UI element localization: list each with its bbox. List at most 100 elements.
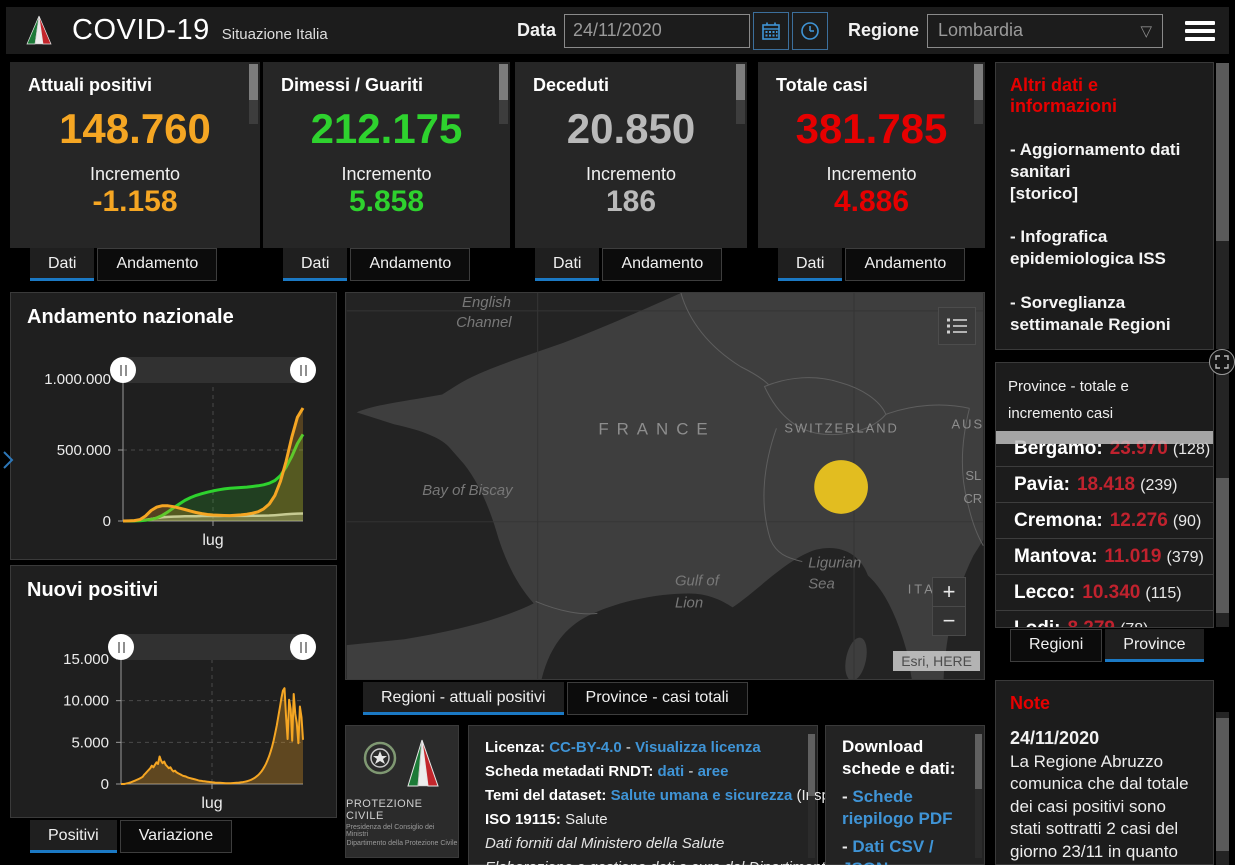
province-total: 10.340 bbox=[1082, 582, 1141, 603]
time-range-slider[interactable] bbox=[110, 357, 316, 383]
expand-button[interactable] bbox=[1209, 349, 1235, 375]
map-attribution: Esri, HERE bbox=[893, 651, 980, 671]
footer-logo-title: PROTEZIONE CIVILE bbox=[346, 798, 423, 822]
province-row[interactable]: Mantova: 11.019 (379) bbox=[996, 539, 1213, 575]
map-zoom-controls: + − bbox=[932, 577, 966, 636]
zoom-in-button[interactable]: + bbox=[933, 578, 965, 607]
province-total: 8.279 bbox=[1067, 611, 1115, 627]
stat-card-attuali-positivi: Attuali positivi 148.760 Incremento -1.1… bbox=[10, 62, 260, 248]
map-panel[interactable]: English Channel FRANCE SWITZERLAND AUS SL CR IT… bbox=[345, 292, 985, 681]
card-scrollbar[interactable] bbox=[736, 64, 745, 124]
note-title: Note bbox=[1010, 693, 1050, 713]
scrollbar-track[interactable] bbox=[975, 734, 982, 858]
time-button[interactable] bbox=[791, 11, 828, 50]
note-panel: Note 24/11/2020 La Regione Abruzzo comun… bbox=[995, 680, 1214, 865]
expand-left-panel-chevron-icon[interactable] bbox=[2, 450, 14, 470]
card-value: 20.850 bbox=[566, 105, 696, 152]
date-input[interactable] bbox=[563, 13, 750, 48]
map-label: Sea bbox=[808, 575, 835, 592]
province-row[interactable]: Lecco: 10.340 (115) bbox=[996, 575, 1213, 611]
tab-dati[interactable]: Dati bbox=[283, 248, 348, 281]
tab-andamento[interactable]: Andamento bbox=[97, 248, 218, 281]
slider-handle-left[interactable] bbox=[110, 357, 136, 383]
svg-text:10.000: 10.000 bbox=[63, 693, 109, 710]
tab-regioni-attuali-positivi[interactable]: Regioni - attuali positivi bbox=[363, 682, 564, 715]
province-panel: Province - totale e incremento casi Berg… bbox=[995, 362, 1214, 628]
tab-andamento[interactable]: Andamento bbox=[350, 248, 471, 281]
altri-dati-link[interactable]: - Infografica epidemiologica ISS bbox=[1010, 227, 1166, 268]
slider-handle-right[interactable] bbox=[290, 634, 316, 660]
download-title: Download schede e dati: bbox=[842, 737, 956, 779]
map-label: SL bbox=[965, 468, 981, 483]
altri-dati-link[interactable]: - Sorveglianza settimanale Regioni bbox=[1010, 292, 1171, 334]
chevron-down-icon: ▽ bbox=[1140, 22, 1152, 40]
scrollbar-thumb[interactable] bbox=[1216, 478, 1229, 613]
time-range-slider[interactable] bbox=[108, 634, 316, 660]
province-row[interactable]: Bergamo: 23.970 (128) bbox=[996, 431, 1213, 467]
tab-positivi[interactable]: Positivi bbox=[30, 820, 117, 853]
scrollbar-track[interactable] bbox=[808, 734, 815, 858]
nuovi-positivi-panel: Nuovi positivi 0 5.000 10.000 15.000 lug bbox=[10, 565, 337, 818]
map-label: FRANCE bbox=[598, 419, 715, 438]
menu-button[interactable] bbox=[1185, 17, 1215, 45]
footer-link[interactable]: Salute umana e sicurezza bbox=[610, 787, 793, 804]
clock-icon bbox=[801, 21, 819, 40]
tab-andamento[interactable]: Andamento bbox=[602, 248, 723, 281]
footer-link[interactable]: dati bbox=[657, 763, 685, 780]
footer-link[interactable]: Visualizza licenza bbox=[635, 739, 761, 756]
legend-button[interactable] bbox=[938, 307, 976, 345]
footer-link[interactable]: CC-BY-4.0 bbox=[549, 739, 622, 756]
increment-value: 4.886 bbox=[833, 185, 910, 218]
province-name: Pavia: bbox=[1014, 474, 1070, 495]
slider-handle-left[interactable] bbox=[108, 634, 134, 660]
footer-text: - bbox=[842, 787, 853, 807]
scrollbar-track[interactable] bbox=[1216, 712, 1229, 865]
slider-handle-right[interactable] bbox=[290, 357, 316, 383]
footer-link[interactable]: Schede riepilogo PDF bbox=[842, 787, 953, 829]
card-value: 381.785 bbox=[795, 105, 948, 152]
note-date: 24/11/2020 bbox=[1010, 728, 1100, 748]
region-select[interactable]: Lombardia ▽ bbox=[927, 13, 1163, 48]
scrollbar-track[interactable] bbox=[1216, 63, 1229, 349]
tab-dati[interactable]: Dati bbox=[778, 248, 843, 281]
card-scrollbar[interactable] bbox=[249, 64, 258, 124]
province-row[interactable]: Cremona: 12.276 (90) bbox=[996, 503, 1213, 539]
tab-regioni[interactable]: Regioni bbox=[1010, 629, 1103, 662]
altri-dati-link[interactable]: - Aggiornamento dati sanitari [storico] bbox=[1010, 140, 1181, 203]
tab-dati[interactable]: Dati bbox=[30, 248, 95, 281]
app-header: COVID-19 Situazione Italia Data bbox=[6, 7, 1229, 54]
footer-logo-sub: Dipartimento della Protezione Civile bbox=[346, 840, 458, 847]
card-title: Deceduti bbox=[533, 75, 610, 95]
tab-dati[interactable]: Dati bbox=[535, 248, 600, 281]
map-label: Lion bbox=[675, 594, 703, 611]
scrollbar-thumb[interactable] bbox=[975, 734, 982, 789]
panel-title: Nuovi positivi bbox=[27, 579, 159, 601]
footer-logo-sub: Presidenza del Consiglio dei Ministri bbox=[346, 824, 435, 838]
tab-province-casi-totali[interactable]: Province - casi totali bbox=[566, 682, 748, 715]
card-scrollbar[interactable] bbox=[499, 64, 508, 124]
card-scrollbar[interactable] bbox=[974, 64, 983, 124]
province-name: Mantova: bbox=[1014, 546, 1098, 567]
scrollbar-thumb[interactable] bbox=[808, 734, 815, 796]
stat-card-dimessi-guariti: Dimessi / Guariti 212.175 Incremento 5.8… bbox=[263, 62, 510, 248]
card-value: 148.760 bbox=[59, 105, 211, 152]
protezione-civile-logo bbox=[26, 15, 52, 44]
province-increment: (239) bbox=[1140, 477, 1178, 494]
province-increment: (90) bbox=[1172, 513, 1202, 530]
region-marker-lombardia[interactable] bbox=[814, 460, 868, 514]
footer-link[interactable]: aree bbox=[697, 763, 729, 780]
scrollbar-thumb[interactable] bbox=[1216, 718, 1229, 851]
tab-variazione[interactable]: Variazione bbox=[119, 820, 233, 853]
footer-link[interactable]: Dati CSV / JSON bbox=[842, 837, 934, 865]
altri-dati-title: Altri dati e informazioni bbox=[1010, 75, 1117, 116]
footer-text: Elaborazione e gestione dati a cura del … bbox=[485, 859, 834, 865]
calendar-button[interactable] bbox=[752, 11, 789, 50]
scrollbar-track[interactable] bbox=[1216, 363, 1229, 627]
province-row[interactable]: Pavia: 18.418 (239) bbox=[996, 467, 1213, 503]
tab-province[interactable]: Province bbox=[1105, 629, 1204, 662]
province-name: Cremona: bbox=[1014, 510, 1103, 531]
province-row[interactable]: Lodi: 8.279 (78) bbox=[996, 611, 1213, 627]
scrollbar-thumb[interactable] bbox=[1216, 63, 1229, 241]
zoom-out-button[interactable]: − bbox=[942, 608, 956, 633]
tab-andamento[interactable]: Andamento bbox=[845, 248, 966, 281]
